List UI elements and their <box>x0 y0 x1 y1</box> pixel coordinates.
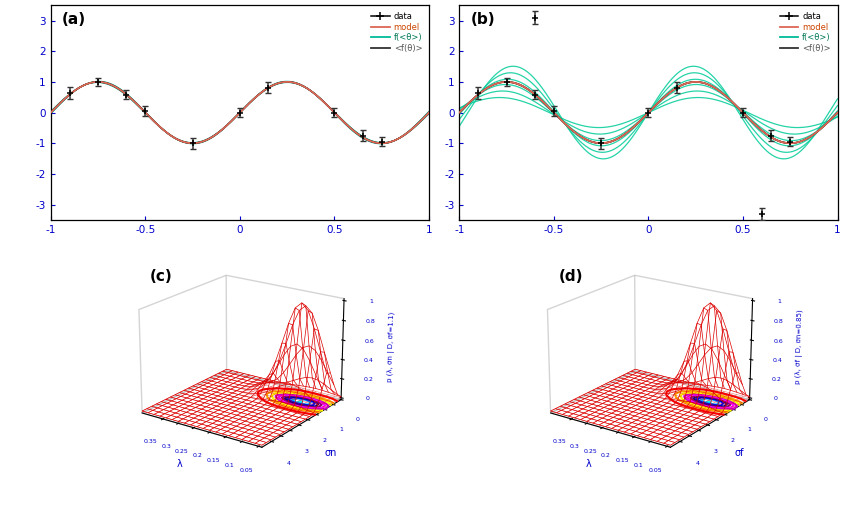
Text: (a): (a) <box>62 12 86 27</box>
Y-axis label: σf: σf <box>735 448 744 458</box>
X-axis label: λ: λ <box>177 459 183 469</box>
Legend: data, model, f(<θ>), <f(θ)>: data, model, f(<θ>), <f(θ)> <box>777 9 833 56</box>
Text: (d): (d) <box>558 269 583 284</box>
X-axis label: λ: λ <box>585 459 591 469</box>
Text: (c): (c) <box>150 269 173 284</box>
Legend: data, model, f(<θ>), <f(θ)>: data, model, f(<θ>), <f(θ)> <box>369 9 425 56</box>
Y-axis label: σn: σn <box>325 448 338 458</box>
Text: (b): (b) <box>470 12 495 27</box>
